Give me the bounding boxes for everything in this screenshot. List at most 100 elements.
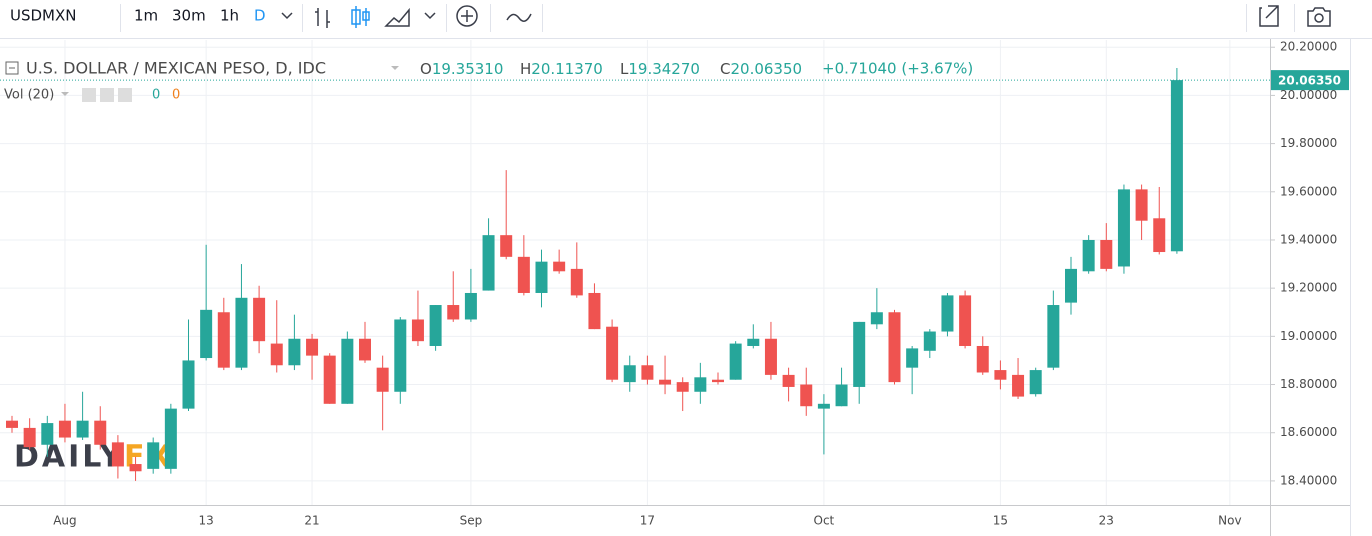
ohlc-value: 19.35310: [432, 60, 504, 78]
overlay: 20.06350: [0, 70, 1349, 91]
visibility-button[interactable]: [82, 88, 96, 102]
candle-body: [58, 420, 71, 438]
x-tick-label: Nov: [1218, 514, 1241, 528]
candle-body: [782, 374, 795, 387]
popout-icon[interactable]: [1259, 5, 1279, 27]
x-tick-label: 23: [1099, 514, 1114, 528]
candle-body: [1082, 239, 1095, 272]
candles: [6, 68, 1183, 481]
interval[interactable]: 1m: [134, 7, 158, 25]
candle-body: [200, 309, 213, 359]
ohlc-value: 19.34270: [628, 60, 700, 78]
candle-body: [323, 355, 336, 404]
candle-style-icon[interactable]: [351, 6, 370, 28]
candle-body: [1047, 305, 1060, 368]
legend-ohlc: H20.11370: [520, 60, 603, 78]
candle-body: [447, 305, 460, 320]
x-tick-label: 15: [993, 514, 1008, 528]
x-tick-label: Oct: [814, 514, 835, 528]
legend-change: +0.71040 (+3.67%): [822, 60, 973, 78]
candle-body: [853, 321, 866, 387]
candle-body: [23, 427, 36, 448]
interval[interactable]: 30m: [172, 7, 206, 25]
add-indicator-icon[interactable]: [456, 5, 478, 27]
candle-body: [835, 384, 848, 407]
y-tick-label: 19.20000: [1280, 281, 1337, 295]
y-tick-label: 18.60000: [1280, 425, 1337, 439]
candle-body: [817, 403, 830, 409]
candle-body: [1135, 189, 1148, 221]
volume-value: 0: [152, 88, 160, 103]
candle-body: [888, 312, 901, 383]
indicator-icon[interactable]: [506, 13, 532, 22]
candle-body: [1117, 189, 1130, 267]
symbol[interactable]: USDMXN: [10, 7, 77, 25]
candle-body: [606, 326, 619, 380]
candle-body: [659, 379, 672, 385]
candle-body: [341, 338, 354, 404]
legend-title: U.S. DOLLAR / MEXICAN PESO, D, IDC: [26, 59, 326, 78]
settings-button[interactable]: [100, 88, 114, 102]
candle-body: [641, 365, 654, 380]
candle-body: [1100, 239, 1113, 269]
legend-ohlc: C20.06350: [720, 60, 802, 78]
dropdown-icon[interactable]: [281, 12, 293, 20]
candle-body: [570, 268, 583, 296]
candle-body: [182, 360, 195, 409]
collapse-icon[interactable]: [5, 61, 19, 75]
interval-active[interactable]: D: [254, 7, 266, 25]
candle-body: [253, 297, 266, 342]
x-tick-label: 13: [199, 514, 214, 528]
x-tick-label: 17: [640, 514, 655, 528]
candle-body: [994, 370, 1007, 380]
candle-body: [270, 343, 283, 366]
candle-body: [288, 338, 301, 366]
y-tick-label: 19.60000: [1280, 184, 1337, 198]
candle-body: [1029, 370, 1042, 395]
add-indicator-plus: [461, 10, 473, 22]
candle-body: [517, 256, 530, 293]
candle-body: [129, 464, 142, 472]
bar-style-icon[interactable]: [315, 8, 330, 28]
candle-body: [464, 292, 477, 320]
candle-body: [1012, 374, 1025, 397]
candle-body: [941, 295, 954, 332]
candle-body: [764, 338, 777, 375]
ohlc-label: C: [720, 60, 730, 78]
snapshot-icon[interactable]: [1307, 7, 1331, 27]
ohlc-label: O: [420, 60, 432, 78]
candle-body: [217, 312, 230, 368]
dropdown-icon[interactable]: [424, 12, 436, 20]
x-tick-label: Sep: [460, 514, 483, 528]
candle-body: [111, 442, 124, 467]
candle-body: [6, 420, 18, 428]
remove-button[interactable]: [118, 88, 132, 102]
candle-body: [235, 297, 248, 368]
legend-menu[interactable]: [391, 66, 399, 70]
y-tick-label: 19.40000: [1280, 232, 1337, 246]
area-style-icon[interactable]: [384, 7, 410, 27]
candle-body: [164, 408, 177, 469]
candle-body: [376, 367, 389, 392]
candle-body: [76, 420, 89, 438]
candle-body: [1065, 268, 1077, 303]
candle-body: [535, 261, 548, 293]
interval[interactable]: 1h: [220, 7, 239, 25]
ohlc-value: 20.11370: [531, 60, 603, 78]
volume-menu[interactable]: [61, 92, 69, 96]
last-price-box: [1271, 70, 1349, 91]
ohlc-label: L: [620, 60, 629, 78]
candle-body: [411, 319, 424, 342]
candle-body: [306, 338, 319, 356]
candle-body: [694, 377, 707, 392]
candle-body: [1170, 80, 1183, 252]
candle-body: [976, 345, 989, 373]
candle-body: [147, 442, 160, 469]
candle-body: [1153, 218, 1166, 253]
candle-body: [712, 379, 724, 383]
candle-body: [94, 420, 107, 445]
y-tick-label: 18.40000: [1280, 473, 1337, 487]
candle-body: [500, 235, 513, 257]
candle-body: [359, 338, 371, 361]
